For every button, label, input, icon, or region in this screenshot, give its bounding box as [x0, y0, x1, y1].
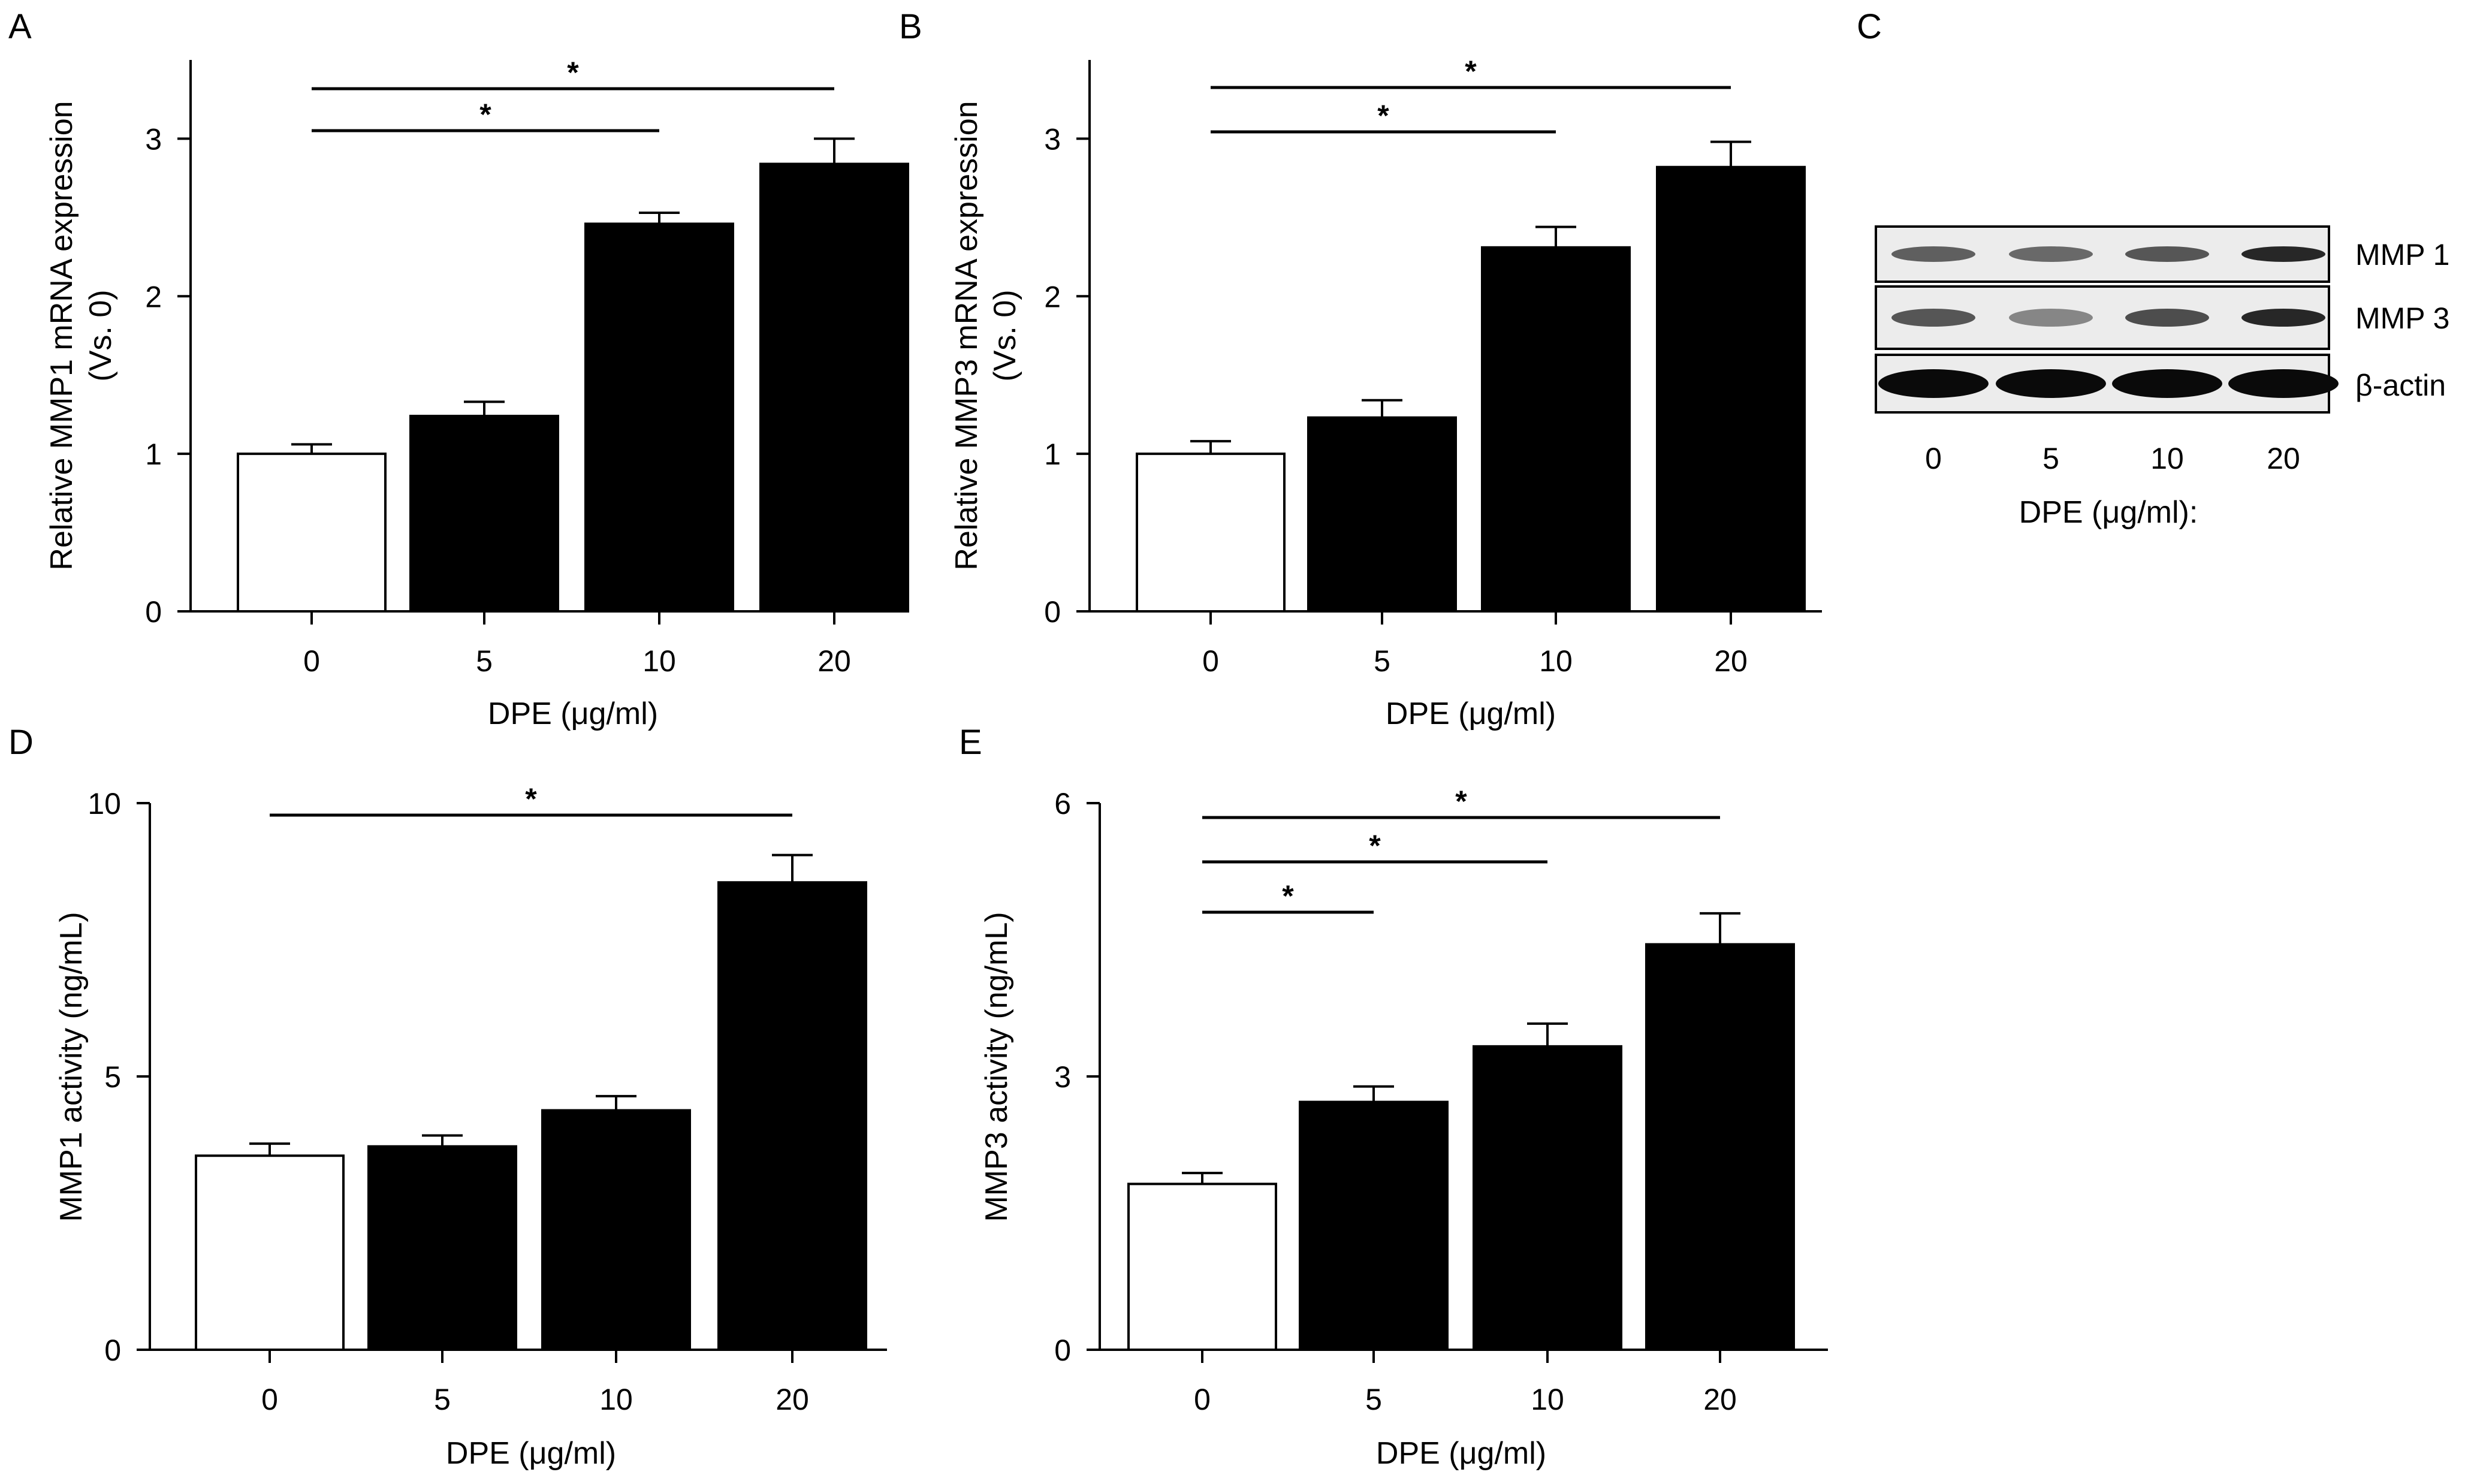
y-tick-label: 6 [1054, 787, 1071, 821]
bar-20 [1645, 943, 1795, 1351]
bar-20 [759, 162, 909, 613]
panel-letter-e: E [959, 723, 982, 762]
bar-10 [584, 222, 734, 613]
blot-band [2009, 246, 2093, 262]
x-tick-label-5: 5 [1374, 644, 1390, 678]
x-tick-label-0: 0 [303, 644, 320, 678]
significance-star: * [525, 782, 537, 816]
x-tick-label-0: 0 [261, 1383, 278, 1416]
blot-band [2125, 246, 2209, 262]
x-tick-label-10: 10 [642, 644, 676, 678]
panel-letter-d: D [8, 723, 34, 762]
y-axis-title: MMP1 activity (ng/mL) [54, 912, 89, 1221]
y-tick-label: 0 [1054, 1334, 1071, 1367]
significance-star: * [1465, 55, 1477, 88]
y-tick-label: 0 [1044, 595, 1061, 629]
y-tick-label: 0 [145, 595, 162, 629]
x-tick-label-10: 10 [1531, 1383, 1564, 1416]
x-tick-label-20: 20 [1703, 1383, 1737, 1416]
blot-band [2228, 369, 2339, 398]
blot-label-mmp3: MMP 3 [2355, 301, 2449, 335]
chart-b-mmp3-mrna: 0 1 2 3 0 5 10 20 * * Relative MMP3 mRNA expressio… [949, 55, 1822, 731]
chart-a-mmp1-mrna: 0 1 2 3 0 5 10 20 * * Relative MMP1 mRNA expressio… [44, 56, 909, 731]
bar-0 [237, 453, 387, 613]
x-tick-label-20: 20 [817, 644, 851, 678]
x-axis-title: DPE (μg/ml) [488, 696, 658, 731]
y-axis-title-secondary: (Vs. 0) [988, 289, 1022, 381]
bar-5 [367, 1145, 517, 1351]
blot-band [2112, 369, 2222, 398]
x-tick-label-20: 20 [776, 1383, 809, 1416]
blot-band [1878, 369, 1989, 398]
blot-band [2241, 246, 2325, 262]
significance-star: * [1282, 879, 1294, 913]
significance-star: * [1369, 829, 1381, 862]
y-tick-label: 10 [88, 787, 121, 821]
bar-5 [1299, 1100, 1449, 1352]
bar-20 [1656, 165, 1806, 613]
y-axis-title-secondary: (Vs. 0) [83, 289, 118, 381]
x-tick-label-10: 10 [599, 1383, 633, 1416]
y-tick-label: 3 [145, 122, 162, 156]
blot-band [2125, 309, 2209, 327]
blot-bands [1878, 246, 2339, 398]
y-tick-label: 3 [1044, 122, 1061, 156]
x-tick-label-0: 0 [1202, 644, 1219, 678]
bar-20 [717, 881, 867, 1351]
y-tick-label: 2 [1044, 280, 1061, 313]
y-tick-label: 1 [1044, 438, 1061, 471]
panel-letter-b: B [899, 7, 922, 46]
blot-lane-label-0: 0 [1925, 442, 1942, 475]
bar-0 [1136, 453, 1286, 613]
y-tick-label: 2 [145, 280, 162, 313]
bar-0 [1127, 1183, 1277, 1351]
y-tick-label: 5 [104, 1060, 121, 1094]
chart-d-mmp1-activity: 0 5 10 0 5 10 20 * MMP1 activity (ng/mL) DPE (μg/… [54, 782, 887, 1471]
x-tick-label-20: 20 [1714, 644, 1748, 678]
blot-band [1996, 369, 2106, 398]
y-tick-label: 3 [1054, 1060, 1071, 1094]
blot-xlabel: DPE (μg/ml): [2019, 495, 2198, 530]
x-tick-label-5: 5 [476, 644, 493, 678]
significance-star: * [1377, 99, 1389, 132]
x-axis-title: DPE (μg/ml) [1386, 696, 1556, 731]
panel-letter-c: C [1857, 7, 1882, 46]
blot-label-mmp1: MMP 1 [2355, 238, 2449, 272]
significance-star: * [479, 98, 491, 131]
bar-10 [1473, 1045, 1622, 1351]
x-tick-label-5: 5 [1365, 1383, 1382, 1416]
y-axis-title: Relative MMP1 mRNA expression [44, 101, 79, 570]
blot-lane-label-5: 5 [2042, 442, 2059, 475]
bar-0 [195, 1154, 345, 1351]
blot-band [2009, 309, 2093, 327]
blot-band [1891, 309, 1975, 327]
blot-label-actin: β-actin [2355, 369, 2446, 402]
blot-band [2241, 309, 2325, 327]
bar-10 [1481, 246, 1631, 613]
western-blot-panel: MMP 1 MMP 3 β-actin 0 5 10 20 DPE (μg/ml… [1875, 225, 2449, 530]
panel-letter-a: A [8, 7, 32, 46]
y-axis-title: Relative MMP3 mRNA expression [949, 101, 984, 570]
significance-star: * [1455, 785, 1467, 818]
x-tick-label-10: 10 [1539, 644, 1573, 678]
significance-star: * [567, 56, 579, 89]
x-axis-title: DPE (μg/ml) [1376, 1436, 1546, 1471]
bar-5 [1307, 416, 1457, 613]
x-tick-label-0: 0 [1194, 1383, 1211, 1416]
chart-e-mmp3-activity: 0 3 6 0 5 10 20 * * * MMP3 activity (ng/mL) DPE (μg… [979, 785, 1828, 1471]
bar-5 [409, 415, 559, 613]
y-tick-label: 1 [145, 438, 162, 471]
x-axis-title: DPE (μg/ml) [446, 1436, 616, 1471]
blot-band [1891, 246, 1975, 262]
blot-lane-label-10: 10 [2150, 442, 2184, 475]
x-tick-label-5: 5 [434, 1383, 451, 1416]
y-tick-label: 0 [104, 1334, 121, 1367]
blot-lane-label-20: 20 [2267, 442, 2300, 475]
bar-10 [541, 1109, 691, 1351]
y-axis-title: MMP3 activity (ng/mL) [979, 912, 1014, 1221]
